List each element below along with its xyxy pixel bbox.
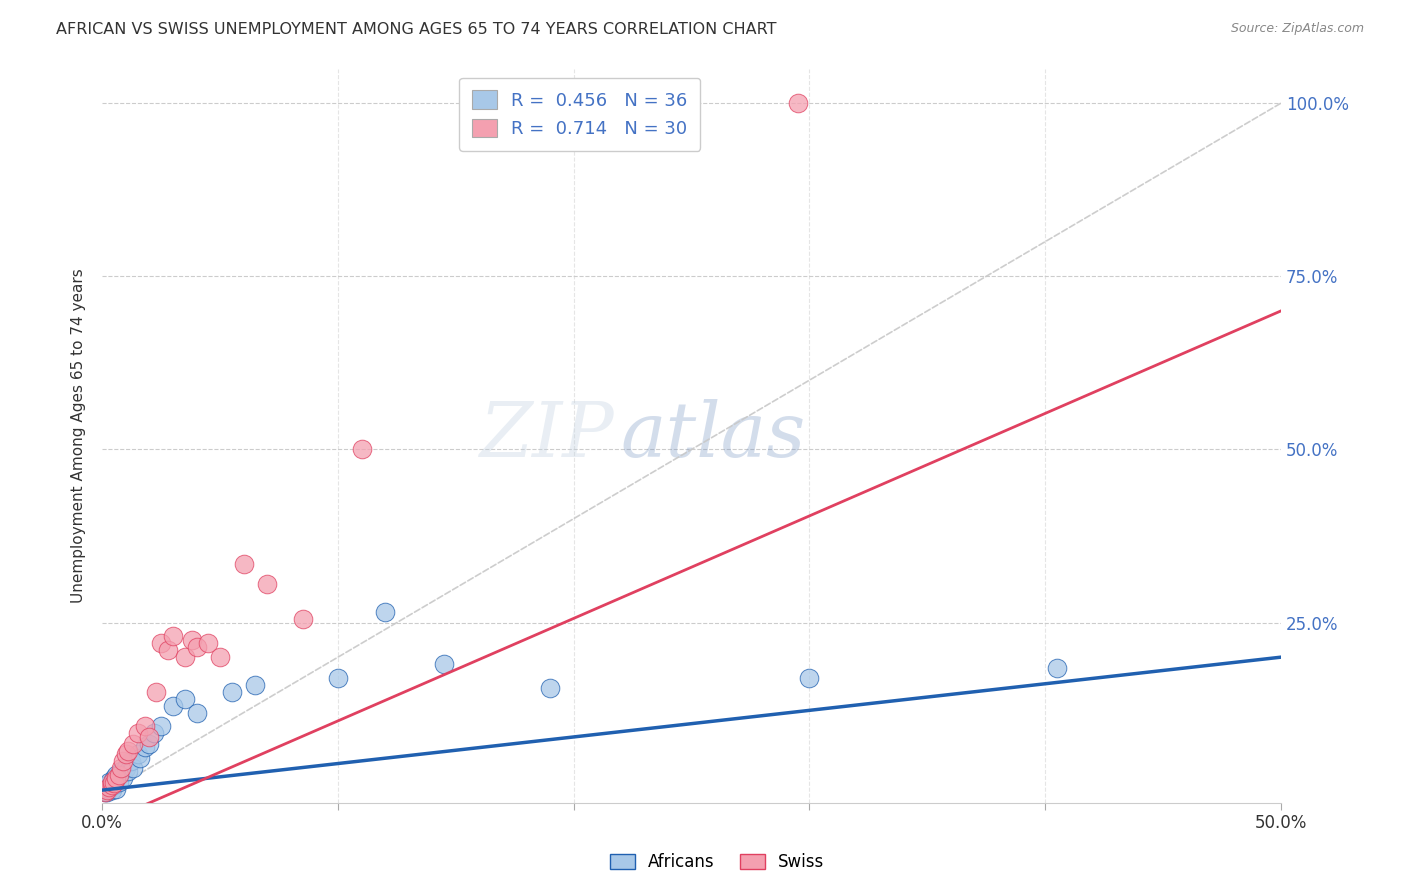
Point: [127, 747, 149, 761]
Point: [96, 785, 118, 799]
Point: [98, 774, 121, 789]
Legend: Africans, Swiss: Africans, Swiss: [602, 845, 832, 880]
Text: AFRICAN VS SWISS UNEMPLOYMENT AMONG AGES 65 TO 74 YEARS CORRELATION CHART: AFRICAN VS SWISS UNEMPLOYMENT AMONG AGES…: [56, 22, 776, 37]
Y-axis label: Unemployment Among Ages 65 to 74 years: Unemployment Among Ages 65 to 74 years: [72, 268, 86, 603]
Point: [433, 657, 456, 671]
Point: [112, 754, 135, 768]
Point: [162, 629, 184, 643]
Point: [150, 636, 173, 650]
Point: [105, 772, 128, 786]
Point: [291, 612, 314, 626]
Point: [120, 754, 142, 768]
Point: [96, 783, 118, 797]
Point: [129, 750, 152, 764]
Point: [186, 640, 208, 654]
Point: [786, 96, 808, 111]
Point: [117, 764, 139, 779]
Point: [134, 719, 156, 733]
Point: [100, 776, 122, 790]
Text: ZIP: ZIP: [481, 399, 614, 473]
Point: [107, 768, 129, 782]
Point: [197, 636, 219, 650]
Point: [100, 778, 122, 792]
Point: [173, 650, 195, 665]
Point: [100, 774, 122, 789]
Point: [145, 685, 167, 699]
Point: [326, 671, 349, 685]
Point: [150, 719, 173, 733]
Point: [121, 737, 143, 751]
Point: [105, 781, 128, 796]
Point: [110, 764, 132, 779]
Point: [105, 768, 128, 782]
Point: [799, 671, 821, 685]
Point: [374, 605, 396, 619]
Point: [350, 442, 373, 457]
Point: [186, 706, 208, 720]
Point: [256, 577, 278, 591]
Point: [98, 780, 121, 795]
Point: [143, 726, 166, 740]
Point: [117, 744, 139, 758]
Point: [112, 772, 135, 786]
Point: [538, 681, 561, 696]
Point: [121, 761, 143, 775]
Point: [96, 778, 118, 792]
Point: [114, 747, 136, 761]
Point: [232, 557, 254, 571]
Text: atlas: atlas: [621, 399, 806, 473]
Point: [173, 691, 195, 706]
Point: [138, 737, 160, 751]
Point: [209, 650, 232, 665]
Point: [127, 726, 149, 740]
Point: [103, 778, 125, 792]
Point: [157, 643, 180, 657]
Point: [114, 761, 136, 775]
Point: [180, 632, 202, 647]
Point: [93, 785, 115, 799]
Point: [221, 685, 243, 699]
Point: [100, 783, 122, 797]
Point: [138, 730, 160, 744]
Point: [1046, 660, 1069, 674]
Point: [93, 781, 115, 796]
Text: Source: ZipAtlas.com: Source: ZipAtlas.com: [1230, 22, 1364, 36]
Point: [103, 776, 125, 790]
Point: [245, 678, 267, 692]
Point: [134, 740, 156, 755]
Point: [103, 772, 125, 786]
Point: [162, 698, 184, 713]
Legend: R =  0.456   N = 36, R =  0.714   N = 30: R = 0.456 N = 36, R = 0.714 N = 30: [458, 78, 700, 151]
Point: [110, 761, 132, 775]
Point: [98, 781, 121, 796]
Point: [93, 785, 115, 799]
Point: [107, 774, 129, 789]
